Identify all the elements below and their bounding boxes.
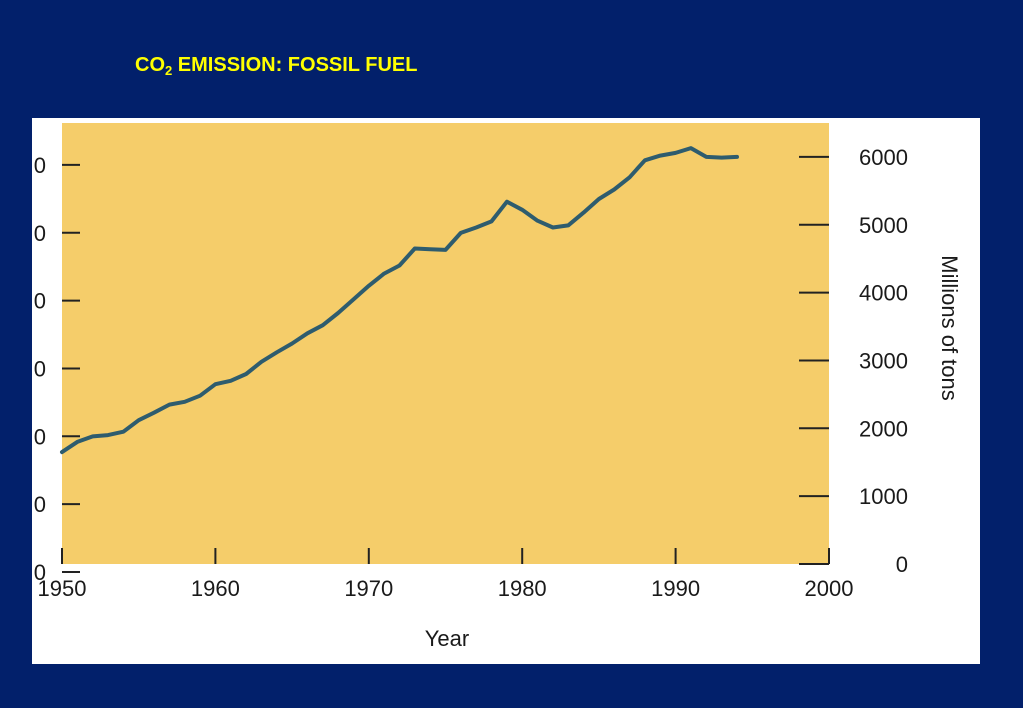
left-tick-label-5: 0 — [34, 221, 46, 246]
right-tick-label-2000: 2000 — [859, 416, 908, 441]
x-tick-label-1990: 1990 — [651, 576, 700, 601]
right-axis-ticks: 0 1000 2000 3000 4000 5000 6000 — [799, 145, 908, 577]
title-subscript: 2 — [165, 63, 173, 78]
x-tick-label-1980: 1980 — [498, 576, 547, 601]
right-tick-label-3000: 3000 — [859, 348, 908, 373]
x-tick-label-1950: 1950 — [38, 576, 87, 601]
right-tick-label-6000: 6000 — [859, 145, 908, 170]
right-tick-label-1000: 1000 — [859, 484, 908, 509]
title-suffix: EMISSION: FOSSIL FUEL — [172, 54, 418, 76]
x-tick-label-2000: 2000 — [805, 576, 854, 601]
y-axis-title: Millions of tons — [937, 255, 962, 401]
left-tick-label-1: 0 — [34, 492, 46, 517]
left-tick-label-2: 0 — [34, 424, 46, 449]
emission-series-line — [60, 146, 739, 455]
slide-title: CO2 EMISSION: FOSSIL FUEL — [135, 54, 417, 78]
right-tick-label-4000: 4000 — [859, 281, 908, 306]
left-tick-label-3: 0 — [34, 356, 46, 381]
left-tick-label-0: 0 — [34, 560, 46, 585]
left-tick-label-4: 0 — [34, 289, 46, 314]
plot-area — [62, 123, 829, 564]
x-tick-label-1970: 1970 — [344, 576, 393, 601]
x-tick-label-1960: 1960 — [191, 576, 240, 601]
title-prefix: CO — [135, 54, 165, 76]
right-tick-label-0: 0 — [896, 552, 908, 577]
left-tick-label-6: 0 — [34, 153, 46, 178]
x-axis-title: Year — [425, 626, 469, 651]
right-tick-label-5000: 5000 — [859, 213, 908, 238]
left-axis-ticks: 0 0 0 0 0 0 0 — [34, 153, 80, 585]
x-axis-ticks: 1950 1960 1970 1980 1990 2000 — [38, 548, 854, 601]
